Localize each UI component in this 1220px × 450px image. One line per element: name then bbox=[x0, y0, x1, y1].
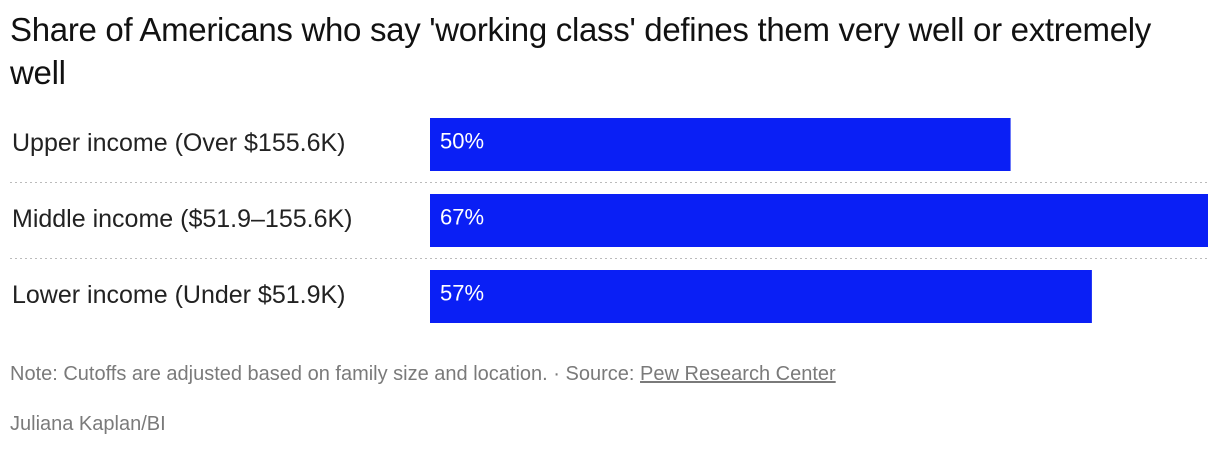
value-label: 50% bbox=[440, 128, 484, 153]
bar bbox=[430, 270, 1092, 323]
category-label: Lower income (Under $51.9K) bbox=[12, 281, 346, 309]
note: Note: Cutoffs are adjusted based on fami… bbox=[10, 363, 548, 385]
separator: · bbox=[553, 363, 560, 385]
source-link[interactable]: Pew Research Center bbox=[640, 363, 836, 385]
value-label: 57% bbox=[440, 280, 484, 305]
footer-note: Note: Cutoffs are adjusted based on fami… bbox=[10, 363, 836, 386]
category-label: Upper income (Over $155.6K) bbox=[12, 129, 345, 157]
chart: Upper income (Over $155.6K) 50% Middle inc… bbox=[10, 118, 1210, 323]
category-label: Middle income ($51.9–155.6K) bbox=[12, 205, 352, 233]
bar bbox=[430, 118, 1011, 171]
chart-title: Share of Americans who say 'working clas… bbox=[10, 11, 1151, 91]
byline: Juliana Kaplan/BI bbox=[10, 413, 166, 435]
source-label: Source: bbox=[565, 363, 635, 385]
bar bbox=[430, 194, 1208, 247]
value-label: 67% bbox=[440, 204, 484, 229]
